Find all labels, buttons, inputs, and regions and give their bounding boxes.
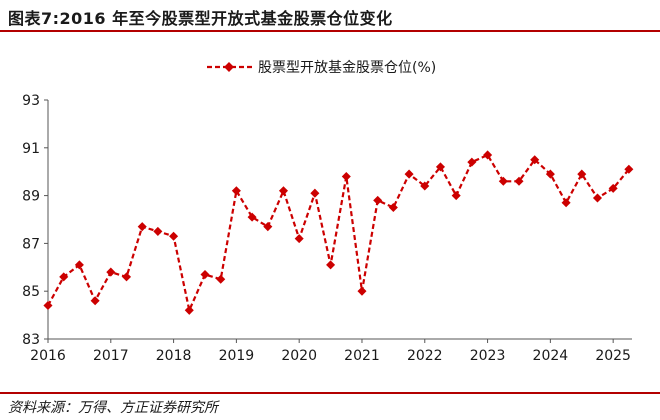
legend: 股票型开放基金股票仓位(%): [207, 59, 436, 76]
data-point: [420, 181, 430, 191]
data-point: [404, 169, 414, 179]
figure-title: 图表7:2016 年至今股票型开放式基金股票仓位变化: [8, 9, 393, 28]
data-point: [200, 269, 210, 279]
x-tick-label: 2019: [219, 348, 255, 364]
x-tick-label: 2017: [93, 348, 129, 364]
data-point: [561, 198, 571, 208]
series-line: [47, 153, 630, 314]
legend-marker: [224, 62, 234, 72]
data-point: [373, 195, 383, 205]
y-tick-label: 83: [22, 332, 40, 348]
y-tick-label: 85: [22, 284, 40, 300]
x-tick-label: 2016: [30, 348, 66, 364]
data-point: [467, 157, 477, 167]
x-tick-label: 2025: [595, 348, 631, 364]
data-point: [231, 186, 241, 196]
data-point: [121, 272, 132, 282]
data-point: [326, 260, 336, 270]
y-tick-label: 87: [22, 236, 40, 252]
data-point: [74, 260, 84, 270]
source-note: 资料来源：万得、方正证券研究所: [8, 400, 218, 416]
y-tick-label: 93: [22, 93, 40, 109]
data-point: [278, 186, 288, 196]
data-point: [310, 188, 320, 198]
x-tick-label: 2021: [344, 348, 380, 364]
source-divider: [0, 392, 660, 394]
data-point: [294, 234, 304, 244]
legend-label: 股票型开放基金股票仓位(%): [258, 59, 436, 76]
plot-area: [43, 150, 634, 315]
x-tick-label: 2020: [281, 348, 317, 364]
y-tick-label: 91: [22, 141, 40, 157]
y-tick-label: 89: [22, 189, 40, 205]
data-point: [357, 286, 367, 296]
data-point: [451, 191, 461, 201]
data-point: [59, 272, 69, 282]
x-tick-label: 2023: [470, 348, 506, 364]
data-point: [592, 193, 603, 203]
data-point: [483, 150, 493, 160]
data-point: [169, 231, 179, 241]
title-divider: [0, 30, 660, 32]
data-point: [137, 222, 147, 232]
data-point: [388, 202, 398, 213]
data-point: [43, 301, 53, 311]
data-point: [153, 226, 163, 236]
data-point: [216, 274, 226, 284]
data-point: [341, 171, 351, 181]
axes: 83 85 87 89 91 93 2016 2017 2018 2019 2020 2021 2022…: [22, 93, 632, 364]
data-point: [106, 267, 116, 277]
x-tick-label: 2022: [407, 348, 443, 364]
x-tick-label: 2018: [156, 348, 192, 364]
x-tick-label: 2024: [533, 348, 569, 364]
data-point: [90, 296, 100, 306]
data-point: [184, 305, 194, 315]
line-chart: 股票型开放基金股票仓位(%) 83 85 87 89 91 93 2016 2017 2018 2…: [22, 59, 634, 364]
